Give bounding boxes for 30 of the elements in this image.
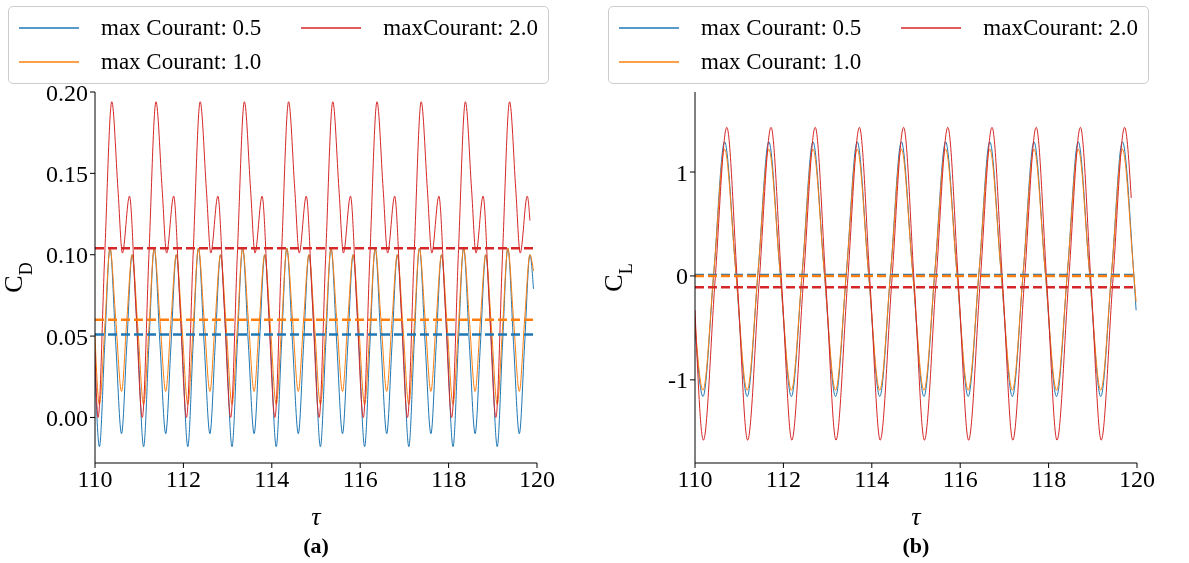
text: (b) bbox=[901, 533, 931, 559]
x-tick-label: 120 bbox=[1119, 466, 1155, 493]
x-tick-label: 116 bbox=[942, 466, 978, 493]
legend-label: max Courant: 1.0 bbox=[701, 49, 862, 75]
legend-label: maxCourant: 2.0 bbox=[383, 15, 538, 41]
y-tick-label: -1 bbox=[668, 367, 688, 394]
y-tick-label: 0.00 bbox=[46, 404, 88, 431]
y-tick-label: 0 bbox=[676, 263, 688, 290]
text: (a) bbox=[302, 533, 330, 559]
x-tick-label: 114 bbox=[254, 466, 290, 493]
x-tick-label: 112 bbox=[165, 466, 201, 493]
x-tick-label: 114 bbox=[854, 466, 890, 493]
x-axis-title: τ bbox=[311, 502, 323, 531]
x-tick-label: 110 bbox=[677, 466, 713, 493]
y-tick-label: 0.10 bbox=[46, 242, 88, 269]
legend-label: max Courant: 0.5 bbox=[101, 15, 262, 41]
x-tick-label: 112 bbox=[765, 466, 801, 493]
x-tick-label: 116 bbox=[342, 466, 378, 493]
x-tick-label: 118 bbox=[431, 466, 467, 493]
y-tick-label: 0.05 bbox=[46, 323, 88, 350]
y-tick-label: 0.15 bbox=[46, 160, 88, 187]
x-tick-label: 110 bbox=[77, 466, 113, 493]
legend-label: max Courant: 0.5 bbox=[701, 15, 862, 41]
legend-label: max Courant: 1.0 bbox=[101, 49, 262, 75]
x-tick-label: 120 bbox=[519, 466, 555, 493]
x-tick-label: 118 bbox=[1031, 466, 1067, 493]
y-tick-label: 1 bbox=[676, 159, 688, 186]
y-tick-label: 0.20 bbox=[46, 79, 88, 106]
legend-label: maxCourant: 2.0 bbox=[983, 15, 1138, 41]
x-axis-title: τ bbox=[911, 502, 923, 531]
